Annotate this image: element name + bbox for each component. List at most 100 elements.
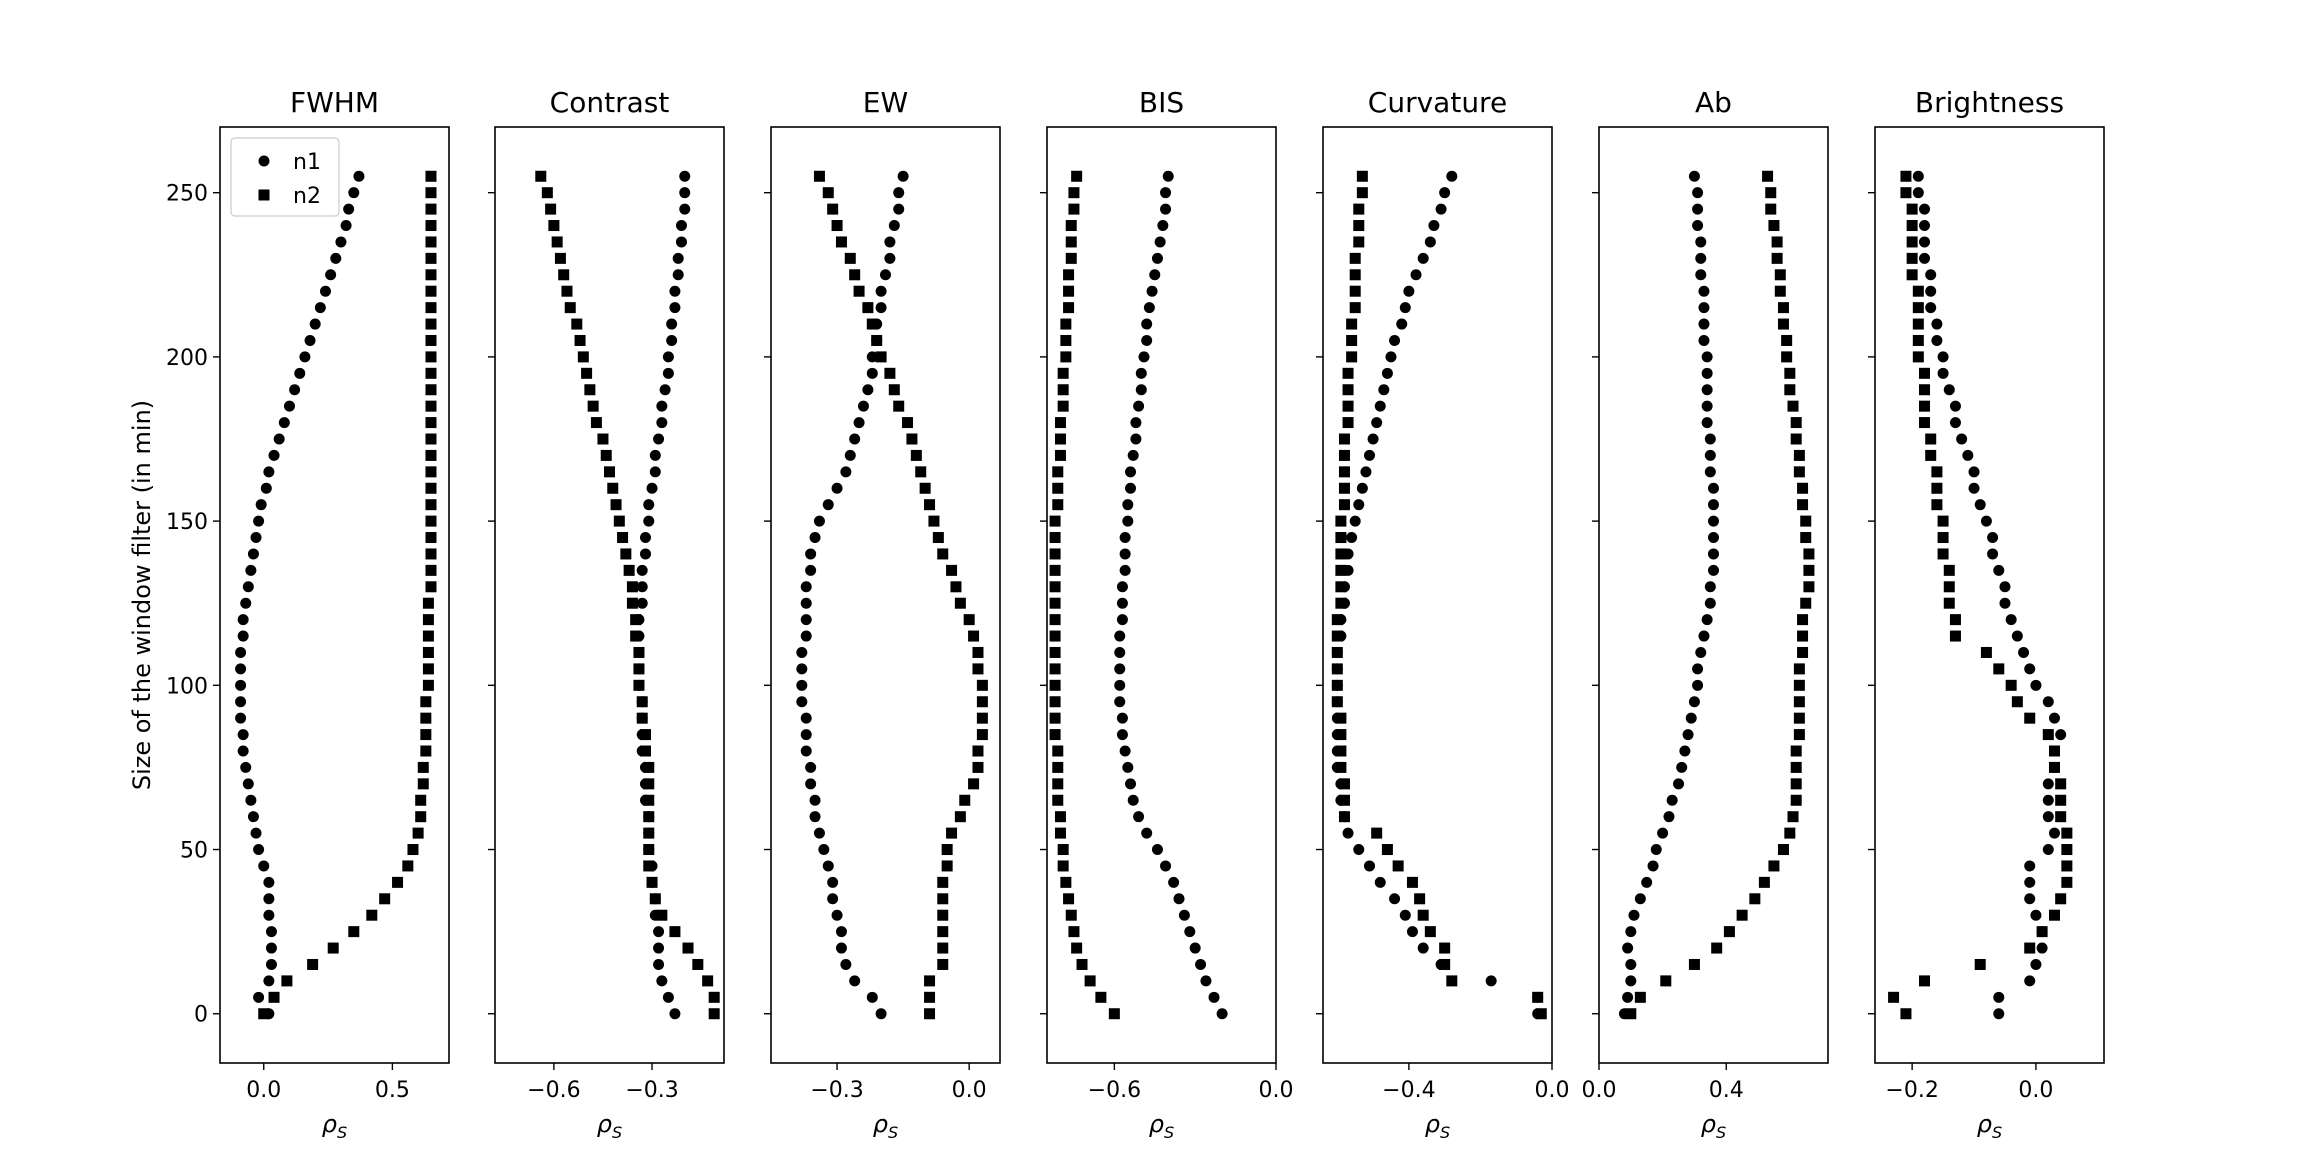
data-point-n2 <box>1052 794 1064 806</box>
data-point-n1 <box>805 778 817 790</box>
panel-curvature: Curvature−0.4 0.0ρS <box>1316 86 1570 1142</box>
data-point-n2 <box>2024 712 2036 724</box>
data-point-n1 <box>1130 433 1142 445</box>
data-point-n2 <box>425 252 437 264</box>
data-point-n1 <box>835 942 847 954</box>
data-point-n2 <box>937 893 949 905</box>
data-point-n1 <box>1160 203 1172 215</box>
data-point-n1 <box>253 844 265 856</box>
data-point-n2 <box>379 893 391 905</box>
data-point-n2 <box>1768 220 1780 232</box>
x-tick-label: −0.4 <box>1382 1078 1435 1103</box>
data-point-n2 <box>963 614 975 626</box>
data-point-n2 <box>415 811 427 823</box>
data-point-n1 <box>237 630 249 642</box>
x-axis-label-subscript: S <box>1164 1123 1174 1142</box>
data-point-n1 <box>1119 532 1131 544</box>
data-point-n2 <box>1049 630 1061 642</box>
data-point-n2 <box>1063 302 1075 314</box>
data-point-n2 <box>1054 811 1066 823</box>
data-point-n2 <box>1371 827 1383 839</box>
data-point-n1 <box>2055 729 2067 741</box>
data-point-n2 <box>1765 203 1777 215</box>
data-point-n2 <box>422 679 434 691</box>
data-point-n1 <box>278 417 290 429</box>
data-point-n2 <box>669 926 681 938</box>
data-point-n2 <box>415 794 427 806</box>
data-point-n2 <box>853 285 865 297</box>
data-point-n2 <box>1912 285 1924 297</box>
data-point-n1 <box>857 400 869 412</box>
data-point-n1 <box>818 844 830 856</box>
data-point-n1 <box>805 761 817 773</box>
data-point-n1 <box>1381 367 1393 379</box>
data-point-n1 <box>656 975 668 987</box>
data-point-n1 <box>888 220 900 232</box>
data-point-n2 <box>610 499 622 511</box>
data-point-n2 <box>1057 860 1069 872</box>
data-point-n2 <box>937 909 949 921</box>
data-point-n2 <box>1381 844 1393 856</box>
data-point-n2 <box>2024 942 2036 954</box>
data-point-n1 <box>1673 778 1685 790</box>
data-point-n2 <box>1711 942 1723 954</box>
data-point-n1 <box>1364 449 1376 461</box>
data-point-n1 <box>2042 696 2054 708</box>
data-point-n2 <box>1060 876 1072 888</box>
x-tick-label: 0.0 <box>1259 1078 1294 1103</box>
data-point-n1 <box>1406 926 1418 938</box>
data-point-n2 <box>849 269 861 281</box>
data-point-n2 <box>626 581 638 593</box>
data-point-n2 <box>1057 400 1069 412</box>
data-point-n2 <box>1900 170 1912 182</box>
data-point-n2 <box>1342 400 1354 412</box>
data-point-n1 <box>805 548 817 560</box>
data-point-n1 <box>263 466 275 478</box>
data-point-n1 <box>253 991 265 1003</box>
data-point-n2 <box>1084 975 1096 987</box>
data-point-n2 <box>327 942 339 954</box>
data-point-n2 <box>1338 482 1350 494</box>
data-point-n1 <box>1435 203 1447 215</box>
data-point-n2 <box>924 499 936 511</box>
x-axis-label-subscript: S <box>1992 1123 2002 1142</box>
data-point-n1 <box>1116 581 1128 593</box>
data-point-n2 <box>972 761 984 773</box>
data-point-n2 <box>571 318 583 330</box>
data-point-n2 <box>1049 515 1061 527</box>
data-point-n1 <box>1151 252 1163 264</box>
data-point-n1 <box>672 269 684 281</box>
data-point-n1 <box>1424 236 1436 248</box>
data-point-n2 <box>590 417 602 429</box>
data-point-n2 <box>1797 614 1809 626</box>
data-point-n2 <box>1335 581 1347 593</box>
data-point-n1 <box>1353 499 1365 511</box>
data-point-n2 <box>597 433 609 445</box>
data-point-n1 <box>1688 170 1700 182</box>
data-point-n1 <box>1122 761 1134 773</box>
data-point-n1 <box>2024 860 2036 872</box>
data-point-n1 <box>1119 564 1131 576</box>
data-point-n2 <box>941 860 953 872</box>
data-point-n2 <box>937 548 949 560</box>
data-point-n2 <box>574 334 586 346</box>
data-point-n1 <box>1403 285 1415 297</box>
data-point-n2 <box>1049 597 1061 609</box>
data-point-n2 <box>545 203 557 215</box>
data-point-n1 <box>1160 187 1172 199</box>
data-point-n2 <box>1076 958 1088 970</box>
data-point-n2 <box>1049 712 1061 724</box>
data-point-n1 <box>348 187 360 199</box>
data-point-n1 <box>283 400 295 412</box>
data-point-n2 <box>1349 252 1361 264</box>
data-point-n1 <box>1127 794 1139 806</box>
data-point-n2 <box>1793 449 1805 461</box>
y-tick-label: 150 <box>166 510 208 535</box>
data-point-n2 <box>1049 646 1061 658</box>
data-point-n1 <box>893 187 905 199</box>
data-point-n2 <box>1906 203 1918 215</box>
data-point-n1 <box>1695 236 1707 248</box>
data-point-n1 <box>319 285 331 297</box>
data-point-n2 <box>1057 384 1069 396</box>
data-point-n1 <box>1417 252 1429 264</box>
